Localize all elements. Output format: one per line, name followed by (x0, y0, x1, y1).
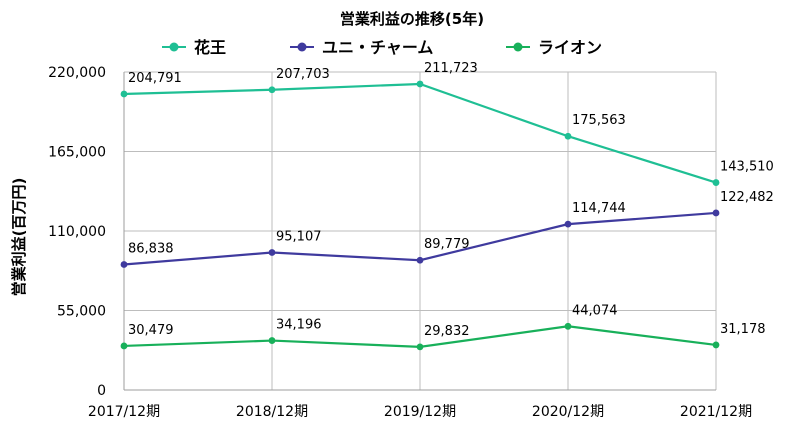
data-point (268, 86, 276, 94)
axes: 0 55,000 110,000 165,000 220,000 2017/12期 2018… (48, 65, 752, 420)
series: 204,791 207,703 211,723 175,563 143,510 (120, 61, 774, 186)
data-label: 211,723 (424, 61, 478, 76)
y-tick-label: 165,000 (48, 145, 106, 161)
y-tick-label: 0 (97, 383, 106, 399)
data-point (564, 132, 572, 140)
y-tick-label: 220,000 (48, 65, 106, 81)
legend-item: 花王 (162, 38, 226, 57)
data-point (120, 261, 128, 268)
data-point (268, 249, 276, 256)
data-label: 89,779 (424, 237, 470, 252)
data-point (416, 256, 424, 264)
x-tick-label: 2019/12期 (384, 404, 456, 420)
y-tick-label: 110,000 (48, 224, 106, 240)
data-label: 122,482 (720, 190, 774, 205)
data-label: 143,510 (720, 160, 774, 175)
x-tick-label: 2021/12期 (680, 404, 752, 420)
legend-marker (513, 42, 523, 52)
chart-title: 営業利益の推移(5年) (340, 10, 484, 28)
legend-label: 花王 (194, 38, 226, 57)
x-tick-label: 2017/12期 (88, 404, 160, 420)
data-label: 31,178 (720, 322, 766, 337)
legend-marker (297, 42, 307, 52)
y-tick-label: 55,000 (57, 304, 106, 320)
legend-item: ユニ・チャーム (290, 38, 433, 57)
data-label: 30,479 (128, 323, 174, 338)
data-point (120, 342, 128, 350)
data-point (712, 209, 720, 217)
legend-marker (169, 42, 179, 52)
data-label: 29,832 (424, 324, 470, 339)
data-label: 204,791 (128, 71, 182, 86)
data-point (564, 322, 572, 330)
data-label: 207,703 (276, 67, 330, 82)
series-layer: 204,791 207,703 211,723 175,563 143,510 86,83… (120, 61, 774, 351)
legend: 花王 ユニ・チャーム ライオン (162, 38, 602, 57)
data-point (120, 90, 128, 98)
legend-label: ユニ・チャーム (322, 38, 433, 57)
series: 86,838 95,107 89,779 114,744 122,482 (120, 190, 774, 268)
data-label: 86,838 (128, 241, 174, 256)
data-label: 95,107 (276, 230, 322, 245)
data-point (712, 341, 720, 349)
x-tick-label: 2020/12期 (532, 404, 604, 420)
data-point (564, 220, 572, 228)
data-label: 34,196 (276, 318, 322, 333)
data-label: 175,563 (572, 113, 626, 128)
legend-item: ライオン (506, 38, 602, 57)
grid (124, 71, 717, 390)
data-label: 44,074 (572, 303, 618, 318)
series: 30,479 34,196 29,832 44,074 31,178 (120, 303, 766, 351)
data-point (416, 80, 424, 88)
data-point (268, 337, 276, 344)
data-label: 114,744 (572, 201, 626, 216)
data-point (416, 343, 424, 351)
data-point (712, 179, 720, 186)
y-axis-label: 営業利益(百万円) (10, 178, 28, 297)
x-tick-label: 2018/12期 (236, 404, 308, 420)
legend-label: ライオン (538, 38, 602, 57)
